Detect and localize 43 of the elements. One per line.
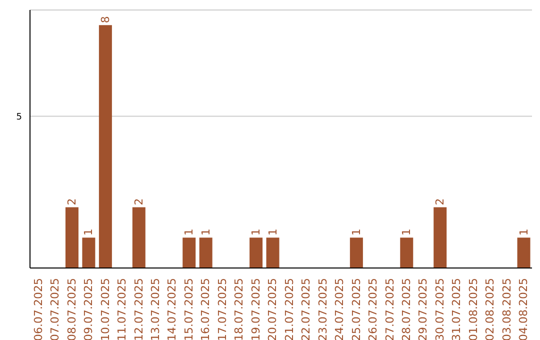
x-tick-label: 07.07.2025 <box>48 278 62 340</box>
x-tick-label: 12.07.2025 <box>132 278 146 340</box>
data-label: 1 <box>182 228 196 236</box>
x-tick-label: 18.07.2025 <box>232 278 246 340</box>
x-tick-label: 13.07.2025 <box>149 278 162 340</box>
data-label: 2 <box>132 198 146 206</box>
x-tick-label: 11.07.2025 <box>116 278 129 340</box>
x-tick-label: 30.07.2025 <box>433 278 446 340</box>
x-tick-label: 22.07.2025 <box>300 278 313 340</box>
data-label: 8 <box>98 16 112 24</box>
data-label: 1 <box>350 228 363 236</box>
x-tick-label: 01.08.2025 <box>466 278 480 340</box>
data-label: 1 <box>199 228 212 236</box>
x-tick-label: 10.07.2025 <box>98 278 112 340</box>
x-tick-label: 16.07.2025 <box>199 278 212 340</box>
data-label: 1 <box>266 228 280 236</box>
x-tick-label: 20.07.2025 <box>266 278 280 340</box>
x-tick-label: 28.07.2025 <box>400 278 413 340</box>
data-label: 1 <box>250 228 263 236</box>
x-tick-label: 17.07.2025 <box>216 278 229 340</box>
x-tick-label: 29.07.2025 <box>416 278 430 340</box>
x-tick-label: 09.07.2025 <box>82 278 96 340</box>
x-tick-label: 31.07.2025 <box>450 278 464 340</box>
x-tick-label: 24.07.2025 <box>333 278 346 340</box>
x-tick-label: 02.08.2025 <box>484 278 497 340</box>
data-label: 1 <box>400 228 414 236</box>
data-label: 2 <box>65 198 78 206</box>
x-tick-label: 19.07.2025 <box>249 278 262 340</box>
x-tick-label: 06.07.2025 <box>32 278 45 340</box>
x-tick-label: 04.08.2025 <box>517 278 530 340</box>
x-tick-label: 08.07.2025 <box>65 278 78 340</box>
x-tick-label: 21.07.2025 <box>282 278 296 340</box>
x-tick-label: 14.07.2025 <box>166 278 179 340</box>
data-label: 1 <box>82 228 96 236</box>
x-tick-label: 26.07.2025 <box>366 278 380 340</box>
x-tick-label: 25.07.2025 <box>350 278 363 340</box>
data-label: 2 <box>434 198 447 206</box>
data-label: 1 <box>517 228 530 236</box>
x-tick-label: 23.07.2025 <box>316 278 330 340</box>
x-tick-label: 27.07.2025 <box>383 278 396 340</box>
x-tick-label: 03.08.2025 <box>500 278 514 340</box>
x-tick-label: 15.07.2025 <box>182 278 196 340</box>
y-tick-label: 5 <box>16 112 22 122</box>
